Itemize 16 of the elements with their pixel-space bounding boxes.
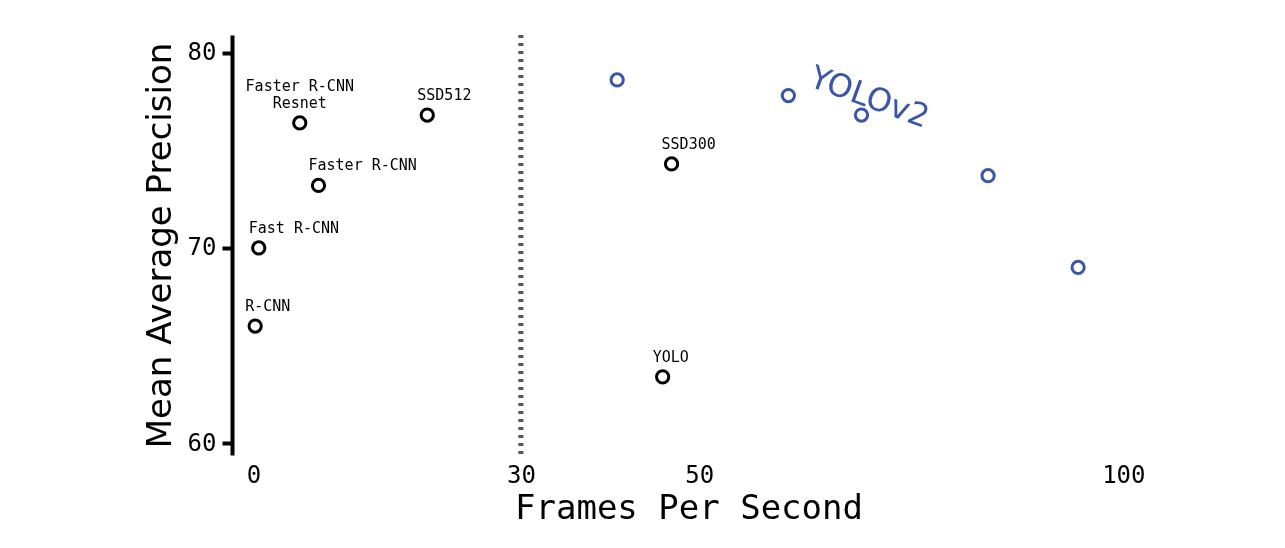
x-axis-title: Frames Per Second [515, 486, 863, 527]
y-axis-title: Mean Average Precision [138, 42, 179, 449]
annotation: Faster R-CNN [308, 156, 417, 175]
y-tick-label: 70 [187, 233, 217, 262]
annotation: Faster R-CNN Resnet [245, 76, 354, 112]
annotation: Fast R-CNN [248, 218, 340, 237]
annotation: SSD512 [417, 86, 472, 105]
annotation: R-CNN [245, 297, 291, 316]
x-tick-label: 100 [1102, 460, 1146, 489]
annotation: SSD300 [661, 134, 716, 153]
y-tick-label: 60 [187, 428, 217, 457]
annotation: YOLO [652, 347, 689, 366]
x-tick-label: 0 [246, 460, 262, 489]
x-tick-label: 30 [506, 460, 536, 489]
x-tick-label: 50 [685, 460, 715, 489]
y-tick-label: 80 [187, 38, 217, 67]
